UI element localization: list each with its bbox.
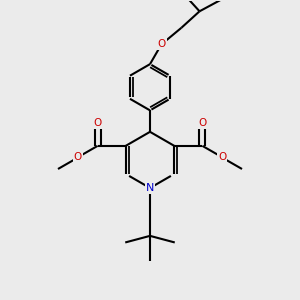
- Text: O: O: [158, 39, 166, 49]
- Text: O: O: [218, 152, 226, 162]
- Text: O: O: [74, 152, 82, 162]
- Text: O: O: [198, 118, 206, 128]
- Text: O: O: [94, 118, 102, 128]
- Text: N: N: [146, 183, 154, 193]
